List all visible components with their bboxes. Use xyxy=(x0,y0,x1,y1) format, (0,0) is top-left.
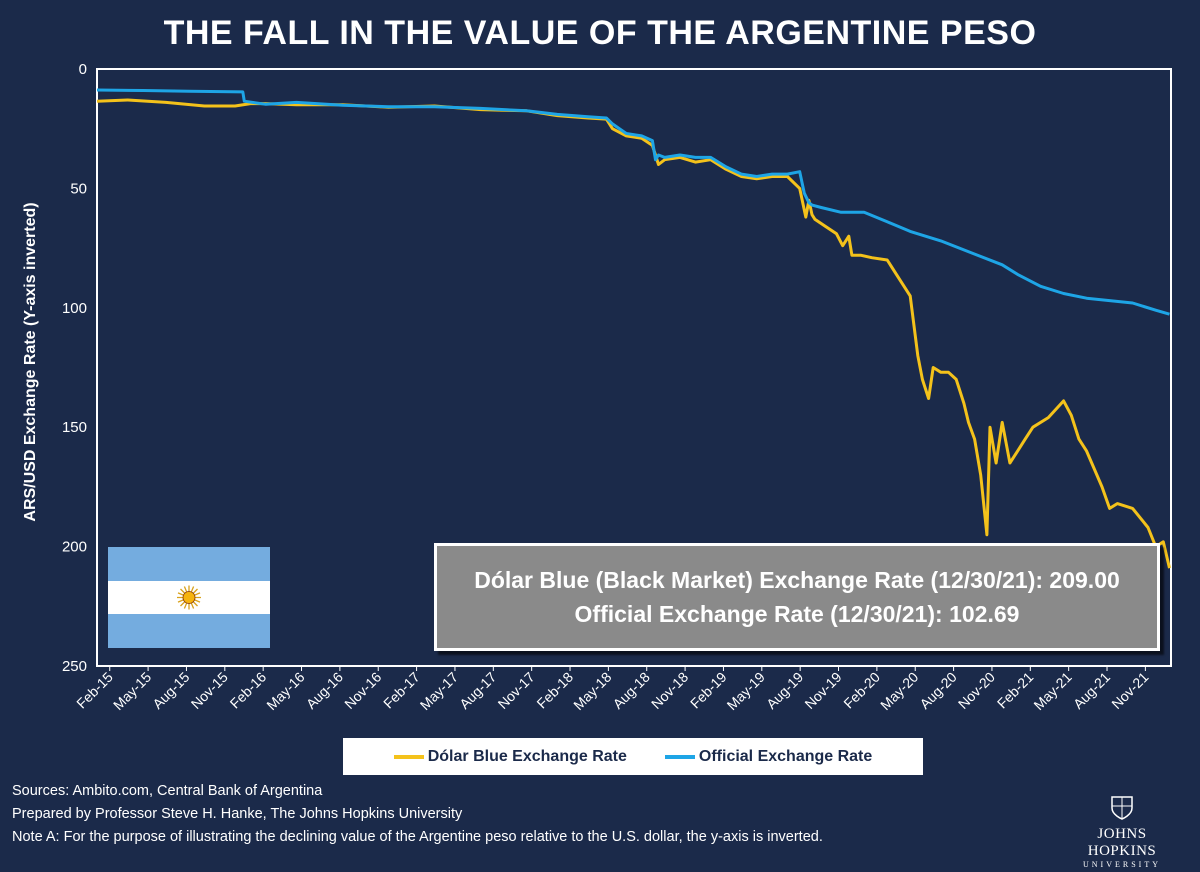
y-tick-label: 150 xyxy=(62,419,87,436)
plot-area xyxy=(96,68,1172,667)
x-tick-label: Feb-17 xyxy=(380,669,423,712)
argentina-flag-icon xyxy=(108,547,270,648)
legend-label-blue: Dólar Blue Exchange Rate xyxy=(427,747,627,765)
series-group xyxy=(96,88,1171,569)
x-tick-label: Aug-20 xyxy=(916,669,959,712)
x-tick-label: Feb-18 xyxy=(533,669,576,712)
footer-notes: Sources: Ambito.com, Central Bank of Arg… xyxy=(12,780,823,849)
legend: Dólar Blue Exchange Rate Official Exchan… xyxy=(343,738,923,775)
jhu-shield-icon xyxy=(1111,796,1133,820)
series-line-dolar-blue xyxy=(96,98,1171,569)
y-axis-label: ARS/USD Exchange Rate (Y-axis inverted) xyxy=(22,202,39,521)
x-tick-label: May-21 xyxy=(1030,669,1074,713)
x-tick-label: Nov-18 xyxy=(648,669,691,712)
x-tick-label: Nov-21 xyxy=(1108,669,1151,712)
x-tick-label: Aug-18 xyxy=(610,669,653,712)
x-tick-label: Aug-17 xyxy=(456,669,499,712)
x-tick-label: Feb-16 xyxy=(227,669,270,712)
x-tick-label: Nov-17 xyxy=(495,669,538,712)
y-tick-label: 0 xyxy=(79,61,87,78)
legend-item-blue: Dólar Blue Exchange Rate xyxy=(393,747,627,766)
x-tick-label: Nov-19 xyxy=(801,669,844,712)
x-tick-label: Aug-19 xyxy=(763,669,806,712)
x-tick-label: May-15 xyxy=(110,669,154,713)
official-rate-text: Official Exchange Rate (12/30/21): 102.6… xyxy=(574,601,1020,627)
x-tick-label: May-19 xyxy=(724,669,768,713)
chart-title: THE FALL IN THE VALUE OF THE ARGENTINE P… xyxy=(163,14,1037,52)
x-tick-label: May-16 xyxy=(263,669,307,713)
x-tick-label: Nov-16 xyxy=(341,669,384,712)
prepared-by-text: Prepared by Professor Steve H. Hanke, Th… xyxy=(12,806,463,822)
legend-item-official: Official Exchange Rate xyxy=(664,747,873,766)
legend-swatch-official xyxy=(664,754,695,759)
x-tick-label: Aug-21 xyxy=(1070,669,1113,712)
y-tick-label: 200 xyxy=(62,539,87,556)
x-tick-label: May-20 xyxy=(877,669,921,713)
logo-sub: UNIVERSITY xyxy=(1083,860,1161,869)
sources-text: Sources: Ambito.com, Central Bank of Arg… xyxy=(12,783,323,799)
x-tick-label: Feb-20 xyxy=(840,669,883,712)
series-line-official xyxy=(96,88,1170,316)
x-axis: Feb-15May-15Aug-15Nov-15Feb-16May-16Aug-… xyxy=(73,666,1152,713)
x-tick-label: May-18 xyxy=(570,669,614,713)
x-tick-label: May-17 xyxy=(417,669,461,713)
y-tick-label: 100 xyxy=(62,300,87,317)
x-tick-label: Aug-15 xyxy=(149,669,192,712)
x-tick-label: Nov-15 xyxy=(188,669,231,712)
x-tick-label: Feb-15 xyxy=(73,669,116,712)
blue-rate-text: Dólar Blue (Black Market) Exchange Rate … xyxy=(474,567,1120,593)
logo-name: JOHNS HOPKINS xyxy=(1087,826,1157,859)
legend-label-official: Official Exchange Rate xyxy=(698,747,873,765)
y-tick-label: 50 xyxy=(70,180,87,197)
x-tick-label: Aug-16 xyxy=(303,669,346,712)
y-tick-label: 250 xyxy=(62,658,87,675)
note-text: Note A: For the purpose of illustrating … xyxy=(12,829,823,845)
y-axis: 0 50 100 150 200 250 xyxy=(62,61,87,675)
legend-swatch-blue xyxy=(393,754,424,759)
latest-rates-box: Dólar Blue (Black Market) Exchange Rate … xyxy=(434,543,1160,651)
x-tick-label: Feb-19 xyxy=(687,669,730,712)
x-tick-label: Nov-20 xyxy=(955,669,998,712)
johns-hopkins-logo: JOHNS HOPKINS UNIVERSITY xyxy=(1062,795,1182,869)
x-tick-label: Feb-21 xyxy=(994,669,1037,712)
